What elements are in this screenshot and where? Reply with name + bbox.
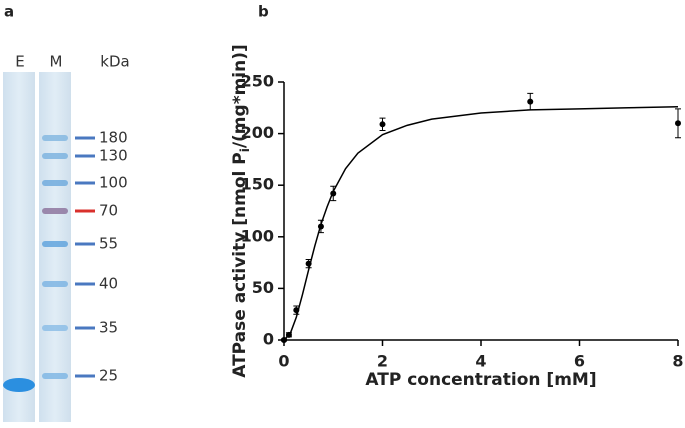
y-axis-title-part: ATPase activity [nmol P: [230, 152, 250, 377]
marker-label: 180: [99, 129, 128, 147]
marker-band: [42, 241, 68, 247]
marker-band: [42, 325, 68, 331]
y-axis-title: ATPase activity [nmol Pi/(mg*min)]: [230, 44, 252, 378]
y-axis-title-part: /(mg*min)]: [230, 44, 250, 148]
gel-band: [3, 378, 35, 392]
data-point: [527, 98, 534, 105]
data-point: [675, 120, 681, 127]
marker-label: 25: [99, 367, 118, 385]
marker-band: [42, 135, 68, 141]
marker-label: 130: [99, 147, 128, 165]
x-axis-title: ATP concentration [mM]: [365, 370, 596, 390]
lane-label: E: [15, 53, 24, 71]
panel-label: b: [258, 3, 269, 21]
marker-band: [42, 180, 68, 186]
gel-lane: [3, 72, 35, 422]
data-point: [379, 121, 386, 128]
x-tick-label: 0: [278, 352, 289, 371]
y-tick-label: 100: [241, 226, 274, 245]
y-tick-label: 150: [241, 175, 274, 194]
panel-label: a: [4, 3, 14, 21]
y-tick-label: 0: [263, 330, 274, 349]
marker-band: [42, 373, 68, 379]
lane-label: M: [50, 53, 63, 71]
x-tick-label: 8: [672, 352, 683, 371]
unit-label: kDa: [100, 53, 129, 71]
fit-curve: [283, 106, 679, 341]
y-tick-label: 50: [252, 278, 274, 297]
marker-label: 35: [99, 319, 118, 337]
marker-label: 100: [99, 174, 128, 192]
x-tick-label: 4: [475, 352, 486, 371]
y-axis-title-part: i: [238, 148, 252, 152]
y-tick-label: 200: [241, 123, 274, 142]
marker-band: [42, 208, 68, 214]
y-tick-label: 250: [241, 72, 274, 91]
marker-label: 70: [99, 202, 118, 220]
marker-band: [42, 153, 68, 159]
marker-label: 40: [99, 275, 118, 293]
x-tick-label: 6: [574, 352, 585, 371]
marker-label: 55: [99, 235, 118, 253]
x-tick-label: 2: [377, 352, 388, 371]
marker-band: [42, 281, 68, 287]
